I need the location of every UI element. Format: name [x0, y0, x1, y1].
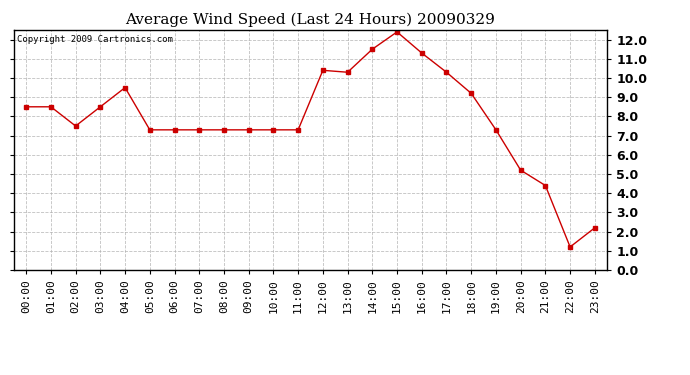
Title: Average Wind Speed (Last 24 Hours) 20090329: Average Wind Speed (Last 24 Hours) 20090… [126, 13, 495, 27]
Text: Copyright 2009 Cartronics.com: Copyright 2009 Cartronics.com [17, 35, 172, 44]
